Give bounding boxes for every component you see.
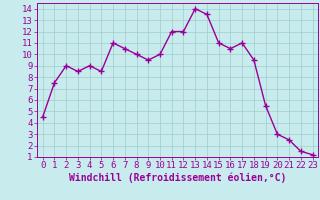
X-axis label: Windchill (Refroidissement éolien,°C): Windchill (Refroidissement éolien,°C) (69, 173, 286, 183)
